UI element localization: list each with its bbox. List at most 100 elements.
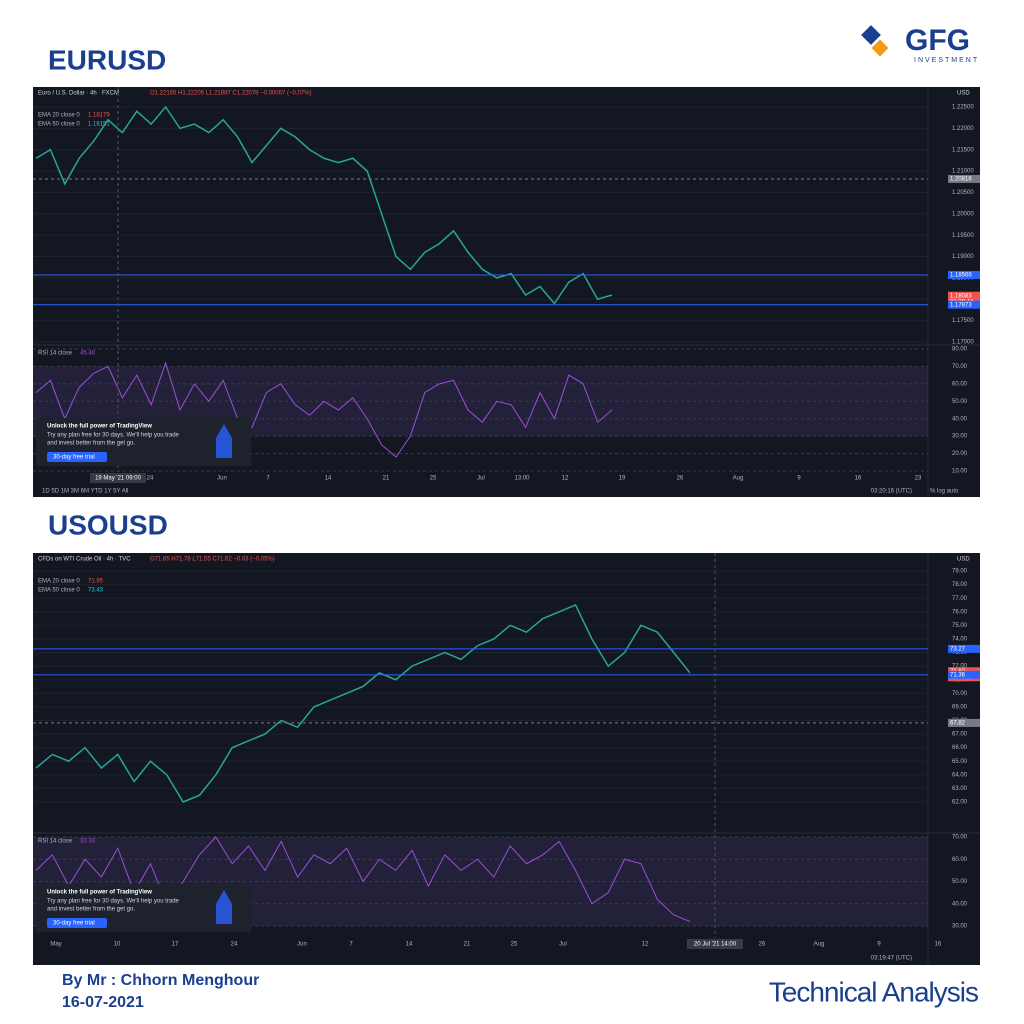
level-label: 67.82 <box>950 720 966 726</box>
time-label: 17 <box>172 942 179 948</box>
promo-rocket <box>216 424 232 458</box>
y-tick-label: 1.22000 <box>952 126 974 132</box>
time-label: Jul <box>559 942 567 948</box>
y-tick-label: 74.00 <box>952 637 968 643</box>
promo-text: Try any plan free for 30 days. We'll hel… <box>47 433 180 439</box>
rsi-tick-label: 80.00 <box>952 347 968 353</box>
logo-text: GFG <box>905 24 970 57</box>
time-label: Jul <box>477 476 485 482</box>
ema-value: 1.18179 <box>88 113 110 119</box>
logo-sub: INVESTMENT <box>914 57 979 64</box>
level-label: 1.18083 <box>950 293 972 299</box>
ema-label: EMA 20 close 0 <box>38 113 80 119</box>
level-label: 1.17873 <box>950 302 972 308</box>
date: 16-07-2021 <box>62 994 144 1011</box>
y-tick-label: 1.20500 <box>952 190 974 196</box>
time-label: 24 <box>147 476 154 482</box>
rsi-tick-label: 40.00 <box>952 901 968 907</box>
time-label: 19 <box>619 476 626 482</box>
level-badge <box>948 300 980 309</box>
y-tick-label: 1.21500 <box>952 147 974 153</box>
promo-text: and invest better from the get go. <box>47 441 135 447</box>
rsi-tick-label: 50.00 <box>952 399 968 405</box>
time-label: 10 <box>114 942 121 948</box>
rsi-tick-label: 20.00 <box>952 451 968 457</box>
y-tick-label: 63.00 <box>952 786 968 792</box>
ema-label: EMA 20 close 0 <box>38 579 80 585</box>
scale-options[interactable]: % log auto <box>930 489 959 495</box>
price-line <box>35 604 691 803</box>
logo: GFG INVESTMENT <box>861 24 979 64</box>
caption: Technical Analysis <box>769 976 978 1007</box>
y-tick-label: 75.00 <box>952 623 968 629</box>
time-label: 21 <box>464 942 471 948</box>
author: By Mr : Chhorn Menghour <box>62 972 259 989</box>
rsi-tick-label: 60.00 <box>952 857 968 863</box>
y-tick-label: 79.00 <box>952 569 968 575</box>
promo-rocket <box>216 890 232 924</box>
promo-text: Try any plan free for 30 days. We'll hel… <box>47 899 180 905</box>
time-label: 12 <box>562 476 569 482</box>
cursor-time: 19 May '21 09:00 <box>95 476 142 482</box>
y-tick-label: 62.00 <box>952 800 968 806</box>
symbol: Euro / U.S. Dollar · 4h · FXCM <box>38 91 119 97</box>
y-tick-label: 64.00 <box>952 772 968 778</box>
promo-button-label[interactable]: 30-day free trial <box>53 455 95 461</box>
promo-title: Unlock the full power of TradingView <box>47 890 152 896</box>
clock: 03:19:47 (UTC) <box>871 956 912 962</box>
time-label: 13:00 <box>514 476 530 482</box>
panel-title: USOUSD <box>48 509 168 540</box>
y-tick-label: 1.17500 <box>952 318 974 324</box>
toolbar[interactable]: 1D 5D 1M 3M 6M YTD 1Y 5Y All <box>42 489 128 495</box>
level-badge <box>948 271 980 280</box>
time-label: 16 <box>935 942 942 948</box>
promo-text: and invest better from the get go. <box>47 907 135 913</box>
y-tick-label: 70.00 <box>952 691 968 697</box>
promo-button-label[interactable]: 30-day free trial <box>53 921 95 927</box>
rsi-tick-label: 10.00 <box>952 469 968 475</box>
ohlc: O1.22165 H1.22205 L1.21887 C1.22078 −0.0… <box>150 91 311 97</box>
y-tick-label: 1.22500 <box>952 105 974 111</box>
time-label: 14 <box>325 476 332 482</box>
cursor-badge <box>687 939 743 949</box>
promo-button[interactable] <box>47 452 107 462</box>
level-label: 73.27 <box>950 646 966 652</box>
level-badge <box>948 644 980 653</box>
promo-button[interactable] <box>47 918 107 928</box>
time-label: 9 <box>797 476 801 482</box>
rsi-value: 45.48 <box>80 351 96 357</box>
ema-label: EMA 50 close 0 <box>38 588 80 594</box>
rsi-label: RSI 14 close <box>38 839 73 845</box>
time-label: 26 <box>759 942 766 948</box>
rsi-tick-label: 50.00 <box>952 879 968 885</box>
y-tick-label: 69.00 <box>952 704 968 710</box>
rsi-line <box>35 836 691 923</box>
rsi-value: 33.33 <box>80 839 96 845</box>
panel-title: EURUSD <box>48 44 166 75</box>
cursor-badge <box>90 473 146 483</box>
level-label: 71.36 <box>950 672 966 678</box>
rsi-tick-label: 70.00 <box>952 364 968 370</box>
time-label: May <box>50 942 61 948</box>
level-label: 1.20816 <box>950 177 972 183</box>
rsi-tick-label: 60.00 <box>952 381 968 387</box>
time-label: 24 <box>231 942 238 948</box>
rsi-tick-label: 30.00 <box>952 434 968 440</box>
y-tick-label: 76.00 <box>952 609 968 615</box>
y-tick-label: 72.00 <box>952 664 968 670</box>
clock: 03:20:16 (UTC) <box>871 489 912 495</box>
promo-title: Unlock the full power of TradingView <box>47 424 152 430</box>
time-label: Aug <box>733 476 744 482</box>
level-badge <box>948 718 980 727</box>
y-tick-label: 66.00 <box>952 745 968 751</box>
y-tick-label: 1.21000 <box>952 169 974 175</box>
time-label: 9 <box>877 942 881 948</box>
y-tick-label: 1.17000 <box>952 340 974 346</box>
time-label: 25 <box>511 942 518 948</box>
ema-value: 71.95 <box>88 579 104 585</box>
symbol: CFDs on WTI Crude Oil · 4h · TVC <box>38 557 131 563</box>
rsi-label: RSI 14 close <box>38 351 73 357</box>
y-tick-label: 65.00 <box>952 759 968 765</box>
